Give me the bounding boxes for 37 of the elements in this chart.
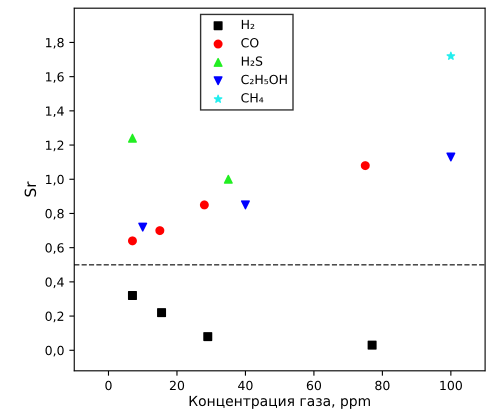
point [240, 200, 250, 210]
x-tick-label: 60 [306, 380, 322, 390]
point [446, 52, 456, 60]
x-tick-label: 20 [170, 380, 184, 390]
legend-label: H₂ [242, 20, 254, 30]
y-tick-label: 1,8 [46, 38, 64, 49]
legend-label: CH₄ [241, 93, 264, 103]
point [157, 308, 166, 318]
y-axis-title: Sr [24, 182, 36, 196]
y-tick-label: 1,6 [46, 72, 64, 83]
x-tick-label: 80 [375, 380, 390, 390]
point [155, 226, 164, 236]
y-tick-label: 1,0 [46, 174, 64, 186]
legend-label: C₂H₅OH [241, 74, 287, 84]
point [368, 340, 377, 350]
x-tick-label: 100 [440, 380, 462, 390]
y-tick-label: 0,8 [45, 208, 64, 220]
y-tick-label: 0,6 [45, 243, 64, 254]
legend-label: H₂S [242, 56, 262, 66]
y-tick-label: 0,0 [45, 346, 64, 356]
x-axis-title: Концентрация газа, ppm [190, 396, 370, 409]
point [446, 152, 456, 162]
point [203, 332, 212, 342]
y-tick-label: 0,2 [45, 312, 64, 322]
point [200, 200, 209, 210]
y-tick-label: 1,4 [46, 106, 64, 118]
y-tick-label: 0,4 [45, 277, 64, 288]
point [128, 236, 137, 246]
point [128, 134, 137, 143]
y-tick-label: 1,2 [46, 140, 64, 152]
point [224, 174, 233, 184]
point [138, 222, 148, 232]
point [360, 161, 370, 170]
point [128, 291, 137, 300]
legend-label: CO [241, 38, 258, 48]
x-tick-label: 40 [238, 380, 253, 390]
x-tick-label: 0 [105, 380, 112, 390]
